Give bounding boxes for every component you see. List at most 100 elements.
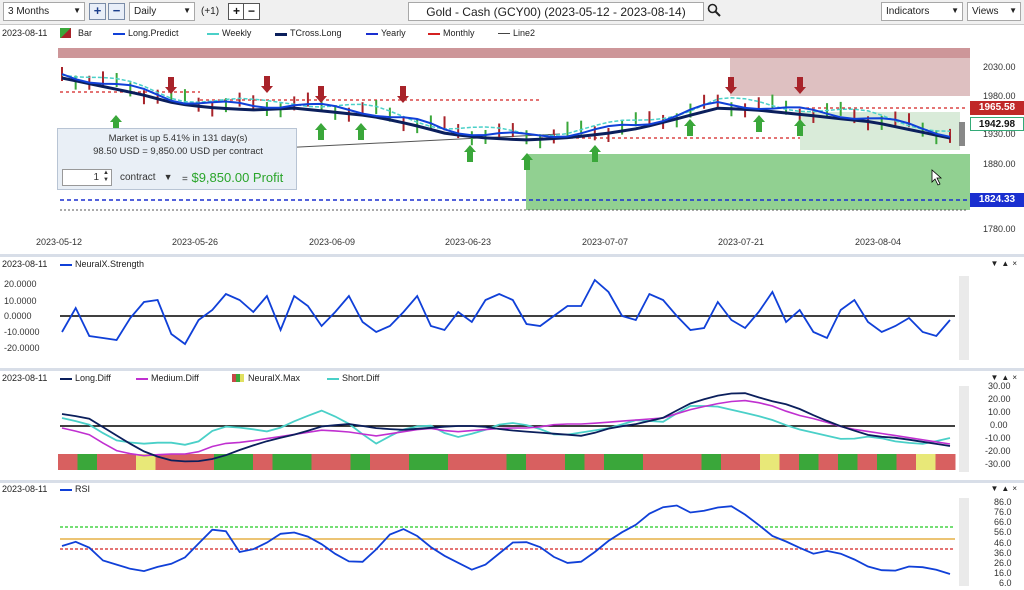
neuralx-max-cell bbox=[799, 454, 819, 470]
neuralx-max-cell bbox=[389, 454, 410, 470]
buy-arrow-icon bbox=[464, 145, 476, 162]
rsi-tick: 46.0 bbox=[994, 538, 1012, 548]
neuralx-max-cell bbox=[623, 454, 644, 470]
sell-arrow-icon bbox=[165, 77, 177, 94]
toolbar: 3 Months ▼ + − Daily ▼ (+1) + − Gold - Cas… bbox=[0, 0, 1024, 25]
neuralx-max-cell bbox=[272, 454, 293, 470]
neuralx-max-cell bbox=[760, 454, 780, 470]
rsi-tick: 16.0 bbox=[994, 568, 1012, 578]
stepper-icon[interactable]: ▲ ▼ bbox=[103, 170, 109, 183]
neuralx-max-cell bbox=[409, 454, 429, 470]
neuralx-max-cell bbox=[545, 454, 566, 470]
neuralx-max-cell bbox=[331, 454, 351, 470]
contract-quantity-input[interactable]: 1 ▲ ▼ bbox=[62, 169, 112, 186]
tcross-long-line bbox=[61, 76, 951, 142]
date-tick: 2023-05-12 bbox=[36, 237, 83, 247]
neuralx-max-swatch bbox=[232, 374, 244, 382]
buy-arrow-icon bbox=[521, 153, 533, 170]
price-tick: 1780.00 bbox=[983, 224, 1016, 234]
legend-long-predict: Long.Predict bbox=[128, 28, 179, 38]
diff-panel-date: 2023-08-11 bbox=[2, 373, 48, 383]
legend-monthly: Monthly bbox=[443, 28, 475, 38]
price-chart[interactable] bbox=[0, 42, 1024, 257]
rsi-chart[interactable] bbox=[0, 496, 1024, 590]
range-value: 3 Months bbox=[8, 6, 50, 17]
panel-controls[interactable]: ▼▲× bbox=[990, 373, 1020, 382]
medium-diff-swatch bbox=[136, 378, 148, 380]
chevron-down-icon: ▼ bbox=[163, 172, 173, 182]
diff-panel-legend: 2023-08-11 Long.Diff Medium.Diff NeuralX… bbox=[0, 372, 1024, 386]
diff-tick: 20.00 bbox=[988, 394, 1011, 404]
sell-arrow-icon bbox=[397, 86, 409, 103]
panel-divider[interactable] bbox=[0, 254, 1024, 257]
monthly-price-tag: 1965.58 bbox=[970, 101, 1024, 115]
legend-long-diff: Long.Diff bbox=[75, 373, 111, 383]
tooltip-value: 98.50 USD = 9,850.00 USD per contract bbox=[93, 146, 263, 157]
neuralx-max-cell bbox=[506, 454, 527, 470]
rsi-tick: 36.0 bbox=[994, 548, 1012, 558]
weekly-swatch bbox=[207, 33, 219, 35]
zoom-out-button[interactable]: − bbox=[108, 3, 125, 20]
rsi-tick: 76.0 bbox=[994, 507, 1012, 517]
legend-neuralx-strength: NeuralX.Strength bbox=[75, 259, 145, 269]
date-tick: 2023-05-26 bbox=[172, 237, 219, 247]
panel-scrollbar[interactable] bbox=[959, 276, 969, 360]
panel-divider[interactable] bbox=[0, 480, 1024, 483]
long-diff-swatch bbox=[60, 378, 72, 380]
diff-tick: -30.00 bbox=[985, 459, 1011, 469]
short-diff-line bbox=[61, 405, 951, 446]
neuralx-max-cell bbox=[292, 454, 312, 470]
neuralx-max-cell bbox=[97, 454, 117, 470]
strength-chart[interactable] bbox=[0, 272, 1024, 368]
neuralx-max-cell bbox=[896, 454, 917, 470]
tooltip-summary: Market is up 5.41% in 131 day(s) bbox=[108, 133, 248, 144]
rsi-tick: 26.0 bbox=[994, 558, 1012, 568]
neuralx-max-cell bbox=[428, 454, 449, 470]
legend-short-diff: Short.Diff bbox=[342, 373, 380, 383]
neuralx-max-cell bbox=[311, 454, 332, 470]
remove-bar-button[interactable]: − bbox=[243, 3, 260, 20]
neuralx-max-cell bbox=[467, 454, 488, 470]
legend-tcross-long: TCross.Long bbox=[290, 28, 342, 38]
zoom-in-button[interactable]: + bbox=[89, 3, 106, 20]
panel-controls[interactable]: ▼▲× bbox=[990, 259, 1020, 268]
neuralx-max-cell bbox=[740, 454, 761, 470]
tcross-swatch bbox=[275, 33, 287, 36]
chevron-down-icon: ▼ bbox=[951, 6, 959, 15]
contract-select[interactable]: contract ▼ bbox=[120, 172, 173, 183]
profit-zone bbox=[526, 154, 970, 210]
yearly-price-tag: 1824.33 bbox=[970, 193, 1024, 207]
diff-chart[interactable] bbox=[0, 384, 1024, 480]
profit-tooltip: Market is up 5.41% in 131 day(s) 98.50 U… bbox=[57, 128, 297, 190]
scroll-handle[interactable] bbox=[959, 122, 965, 146]
diff-tick: 0.00 bbox=[990, 420, 1008, 430]
buy-arrow-icon bbox=[753, 115, 765, 132]
neuralx-max-cell bbox=[584, 454, 605, 470]
date-tick: 2023-07-21 bbox=[718, 237, 765, 247]
neuralx-max-cell bbox=[643, 454, 663, 470]
long-diff-line bbox=[61, 392, 951, 463]
panel-scrollbar[interactable] bbox=[959, 386, 969, 472]
interval-select[interactable]: Daily ▼ bbox=[129, 2, 195, 21]
neuralx-max-cell bbox=[838, 454, 858, 470]
neuralx-max-cell bbox=[370, 454, 390, 470]
neuralx-max-cell bbox=[857, 454, 878, 470]
line2-swatch bbox=[498, 33, 510, 34]
profit-text: = $9,850.00 Profit bbox=[182, 170, 283, 185]
strength-tick: -10.0000 bbox=[4, 327, 40, 337]
panel-divider[interactable] bbox=[0, 368, 1024, 371]
rsi-panel-legend: 2023-08-11 RSI ▼▲× bbox=[0, 483, 1024, 497]
neuralx-max-cell bbox=[116, 454, 137, 470]
range-select[interactable]: 3 Months ▼ bbox=[3, 2, 85, 21]
equals-sign: = bbox=[182, 174, 188, 185]
panel-scrollbar[interactable] bbox=[959, 498, 969, 586]
indicators-select[interactable]: Indicators ▼ bbox=[881, 2, 963, 21]
strength-swatch bbox=[60, 264, 72, 266]
symbol-title[interactable]: Gold - Cash (GCY00) (2023-05-12 - 2023-0… bbox=[408, 2, 704, 21]
views-select[interactable]: Views ▼ bbox=[967, 2, 1021, 21]
long-predict-line bbox=[61, 73, 951, 139]
search-icon[interactable] bbox=[707, 3, 721, 20]
panel-controls[interactable]: ▼▲× bbox=[990, 484, 1020, 493]
medium-diff-line bbox=[61, 399, 951, 457]
strength-tick: 10.0000 bbox=[4, 296, 37, 306]
